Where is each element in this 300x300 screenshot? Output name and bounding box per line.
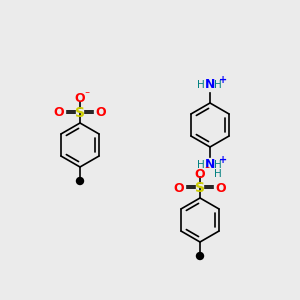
Text: O: O (96, 106, 106, 119)
Circle shape (76, 178, 83, 184)
Text: O: O (195, 167, 205, 181)
Text: ⁻: ⁻ (84, 90, 90, 100)
Text: O: O (174, 182, 184, 194)
Text: O: O (75, 92, 85, 106)
Text: H: H (214, 80, 222, 90)
Text: +: + (219, 75, 227, 85)
Text: S: S (75, 106, 85, 120)
Text: S: S (195, 181, 205, 195)
Text: O: O (216, 182, 226, 194)
Text: H: H (197, 80, 205, 90)
Text: +: + (219, 155, 227, 165)
Text: N: N (205, 158, 215, 172)
Text: H: H (214, 169, 222, 179)
Circle shape (196, 253, 203, 260)
Text: O: O (54, 106, 64, 119)
Text: H: H (197, 160, 205, 170)
Text: N: N (205, 79, 215, 92)
Text: ⁻: ⁻ (204, 165, 210, 175)
Text: H: H (214, 160, 222, 170)
